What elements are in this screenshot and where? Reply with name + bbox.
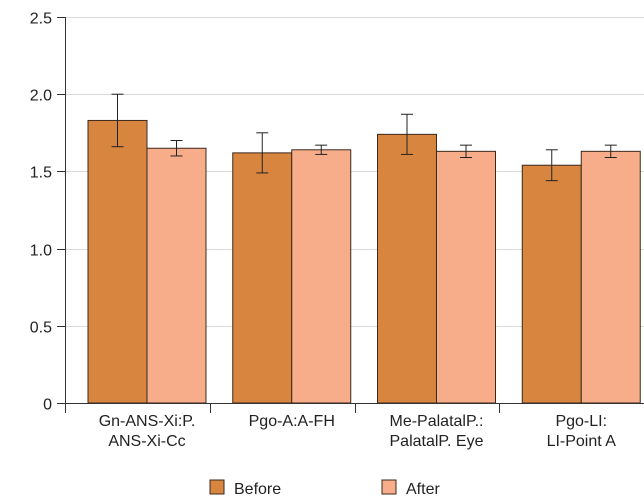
y-tick-label: 0 [43, 397, 52, 414]
legend-label-after: After [406, 481, 440, 498]
labels: 0 0.5 1.0 1.5 2.0 2.5 Gn-ANS-Xi:P. ANS-Xi-Cc Pgo… [30, 11, 617, 451]
bar-before [377, 133, 437, 404]
category-label: Pgo-A:A-FH [249, 413, 335, 430]
category-label: ANS-Xi-Cc [108, 433, 185, 450]
bar-after [146, 147, 207, 404]
category-label: Me-PalatalP.: [390, 413, 484, 430]
axes [57, 17, 644, 413]
bar-after [291, 149, 352, 404]
category-label: PalatalP. Eye [390, 433, 484, 450]
bar-before [87, 119, 148, 404]
legend-swatch-before [209, 479, 225, 495]
bar-after [436, 150, 496, 404]
y-tick-label: 1.5 [30, 165, 52, 182]
legend-label-before: Before [234, 481, 281, 498]
legend: Before After [209, 479, 440, 498]
bar-before [232, 152, 293, 404]
category-label: Gn-ANS-Xi:P. [99, 413, 196, 430]
y-tick-label: 2.5 [30, 11, 52, 28]
y-tick-label: 1.0 [30, 243, 52, 260]
y-tick-label: 0.5 [30, 320, 52, 337]
category-label: LI-Point A [547, 433, 617, 450]
bar-after [580, 150, 641, 404]
legend-swatch-after [381, 479, 397, 495]
category-label: Pgo-LI: [555, 413, 607, 430]
y-tick-label: 2.0 [30, 88, 52, 105]
bar-before [521, 164, 582, 404]
bars [87, 93, 641, 404]
